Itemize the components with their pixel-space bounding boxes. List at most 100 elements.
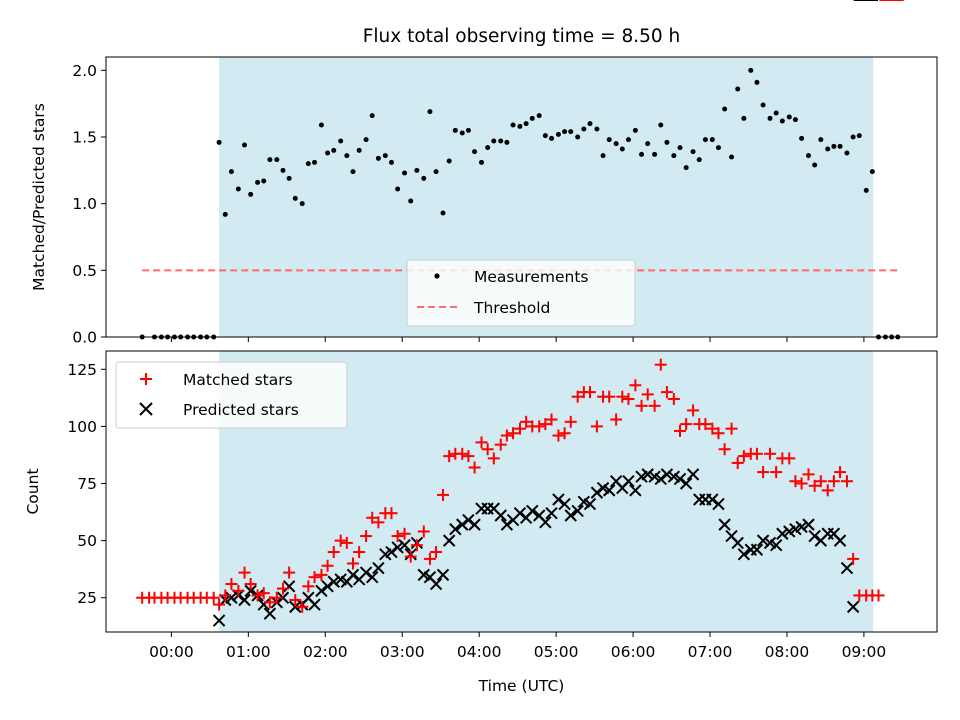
measurement-point <box>773 110 779 116</box>
measurement-point <box>510 122 516 128</box>
matched-star-point <box>213 598 226 611</box>
matched-star-point <box>680 418 693 431</box>
matched-star-point <box>327 546 340 559</box>
measurement-point <box>305 161 311 167</box>
measurement-point <box>779 118 785 124</box>
matched-star-point <box>770 466 783 479</box>
predicted-star-point <box>571 504 584 518</box>
matched-star-point <box>641 388 654 401</box>
predicted-star-point <box>603 484 616 497</box>
measurement-point <box>280 167 286 173</box>
measurement-point <box>555 131 561 137</box>
measurement-point <box>542 133 548 139</box>
predicted-star-point <box>629 484 642 497</box>
measurement-point <box>625 137 631 143</box>
measurement-point <box>549 135 555 141</box>
measurement-point <box>465 127 471 133</box>
matched-star-point <box>456 447 469 460</box>
measurement-point <box>818 137 824 143</box>
measurement-point <box>562 129 568 135</box>
x-tick-label: 06:00 <box>611 643 656 661</box>
measurement-point <box>702 137 708 143</box>
measurement-point <box>325 150 331 156</box>
x-tick-label: 01:00 <box>226 643 271 661</box>
measurement-point <box>600 153 606 159</box>
matched-star-point <box>225 578 238 591</box>
measurement-point <box>222 211 228 217</box>
y-tick-label: 1.5 <box>72 129 97 147</box>
matched-star-point <box>840 475 853 488</box>
measurement-point <box>363 137 369 143</box>
matched-star-point <box>410 539 423 552</box>
measurement-point <box>812 162 818 168</box>
matched-star-point <box>610 413 623 426</box>
measurement-point <box>338 138 344 144</box>
predicted-star-point <box>673 472 687 486</box>
matched-star-point <box>340 536 353 549</box>
matched-star-point <box>251 589 264 602</box>
predicted-star-point <box>321 580 334 593</box>
x-tick-label: 02:00 <box>303 643 348 661</box>
measurement-point <box>312 159 318 165</box>
matched-star-point <box>494 438 507 451</box>
measurement-point <box>235 186 241 192</box>
matched-star-point <box>629 379 642 392</box>
predicted-star-point <box>225 591 238 604</box>
matched-star-point <box>706 422 719 435</box>
matched-star-point <box>834 466 847 479</box>
x-tick-label: 08:00 <box>765 643 810 661</box>
x-tick-label: 03:00 <box>380 643 425 661</box>
matched-star-point <box>513 422 526 435</box>
bottom-legend: Matched stars Predicted stars <box>115 361 348 429</box>
measurement-point <box>478 159 484 165</box>
measurement-point <box>402 170 408 176</box>
matched-star-point <box>353 546 366 559</box>
matched-star-point <box>276 582 289 595</box>
matched-star-point <box>423 552 436 565</box>
measurement-point <box>606 137 612 143</box>
matched-star-point <box>385 507 398 520</box>
measurement-point <box>754 79 760 85</box>
predicted-star-point <box>769 538 783 552</box>
matched-star-point <box>360 530 373 543</box>
measurement-point <box>382 153 388 159</box>
measurement-point <box>491 138 497 144</box>
x-tick-label: 09:00 <box>842 643 887 661</box>
matched-stars-points <box>136 0 904 613</box>
matched-star-point <box>520 415 533 428</box>
matched-star-point <box>417 525 430 538</box>
measurement-point <box>715 145 721 151</box>
predicted-star-point <box>795 520 808 534</box>
measurement-point <box>786 114 792 120</box>
predicted-star-point <box>500 518 514 531</box>
predicted-star-point <box>545 506 558 520</box>
predicted-star-point <box>583 497 597 511</box>
measurement-point <box>440 210 446 216</box>
legend-measurement-marker <box>434 273 440 279</box>
matched-star-point <box>507 427 520 440</box>
measurement-point <box>286 175 292 181</box>
matched-star-point <box>687 404 700 417</box>
measurement-point <box>421 175 427 181</box>
measurement-point <box>837 143 843 149</box>
predicted-star-point <box>513 506 527 520</box>
predicted-star-point <box>833 534 847 547</box>
matched-star-point <box>622 392 635 405</box>
measurement-point <box>581 126 587 132</box>
measurement-point <box>242 142 247 148</box>
top-y-axis: 0.0 0.5 1.0 1.5 2.0 <box>72 62 106 347</box>
matched-star-point <box>718 443 731 456</box>
predicted-star-point <box>372 561 385 575</box>
matched-star-point <box>699 418 712 431</box>
matched-star-point <box>539 418 552 431</box>
predicted-star-point <box>429 577 443 591</box>
measurement-point <box>587 121 593 127</box>
measurement-point <box>388 159 394 165</box>
measurement-point <box>639 151 645 157</box>
matched-star-point <box>404 550 417 563</box>
predicted-star-point <box>840 561 854 575</box>
measurement-point <box>575 134 581 140</box>
matched-star-point <box>321 559 334 572</box>
measurement-point <box>248 191 254 197</box>
